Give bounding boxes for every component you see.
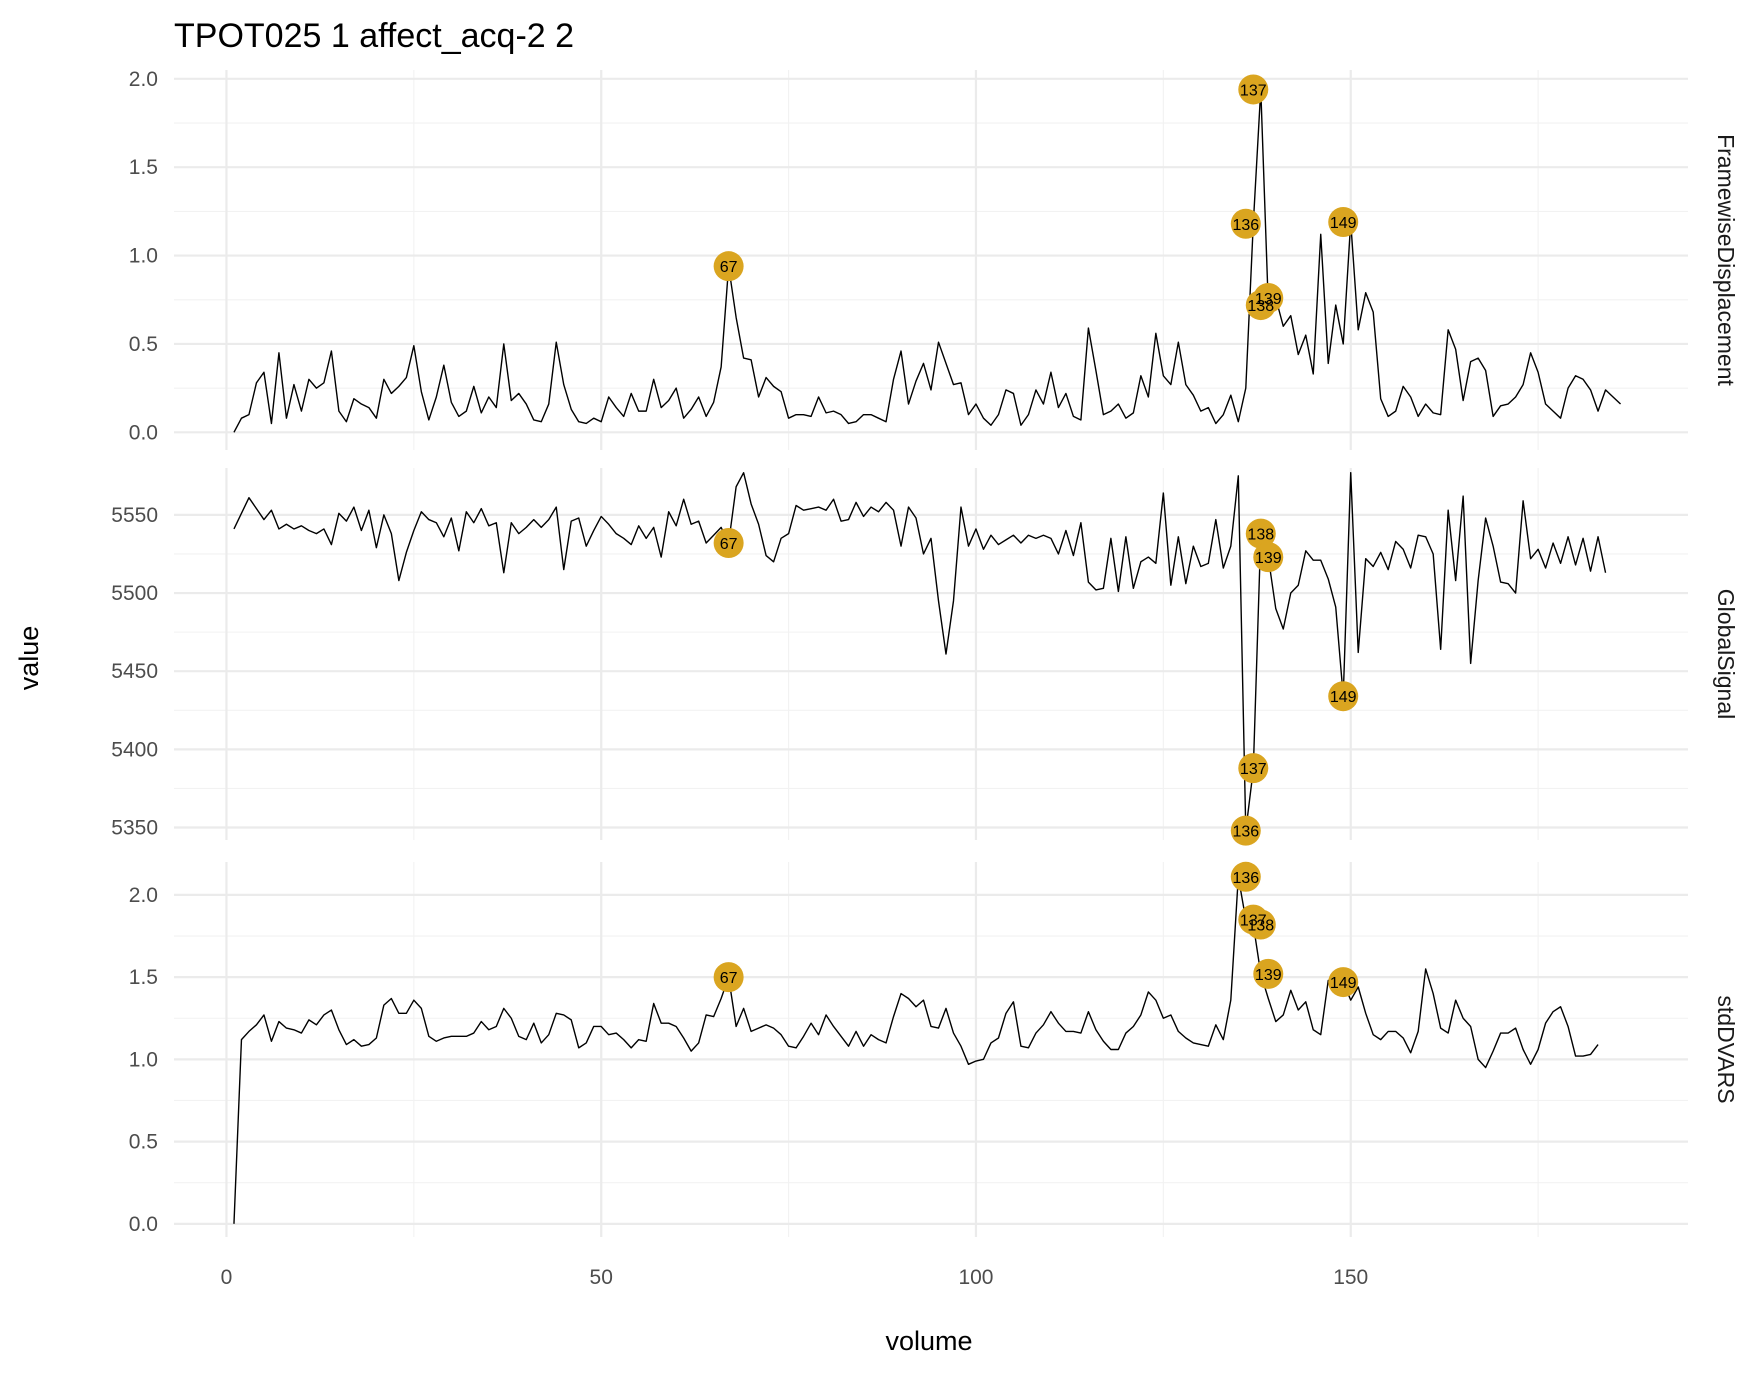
y-tick-label: 2.0 xyxy=(129,884,158,907)
facet-panel-GlobalSignal: 5350 5400 5450 5500 5550 67 136 137 138 139 149 Glo… xyxy=(111,468,1739,846)
x-tick-label: 0 xyxy=(221,1266,233,1289)
highlight-marker xyxy=(1230,815,1261,846)
highlight-marker xyxy=(1328,681,1359,712)
highlight-marker xyxy=(1230,208,1261,239)
y-tick-label: 5350 xyxy=(111,816,158,839)
y-tick-label: 0.5 xyxy=(129,333,158,356)
highlight-label: 149 xyxy=(1330,975,1357,992)
facet-strip-label: stdDVARS xyxy=(1713,995,1739,1103)
highlight-marker xyxy=(1245,518,1276,549)
y-tick-label: 1.5 xyxy=(129,156,158,179)
highlight-marker xyxy=(1238,753,1269,784)
y-tick-label: 5450 xyxy=(111,660,158,683)
highlight-label: 137 xyxy=(1240,82,1267,99)
highlight-label: 149 xyxy=(1330,689,1357,706)
highlight-marker xyxy=(713,251,744,282)
highlight-label: 136 xyxy=(1232,217,1259,234)
y-axis-title: value xyxy=(14,626,44,691)
highlight-label: 138 xyxy=(1247,918,1274,935)
x-tick-label: 150 xyxy=(1333,1266,1368,1289)
highlight-label: 67 xyxy=(720,536,738,553)
series-line-stdDVARS xyxy=(233,876,1599,1224)
highlight-marker xyxy=(1253,283,1284,313)
y-tick-label: 5550 xyxy=(111,504,158,527)
series-line-FramewiseDisplacement xyxy=(233,88,1622,433)
chart-title: TPOT025 1 affect_acq-2 2 xyxy=(174,17,574,55)
highlight-label: 138 xyxy=(1247,527,1274,544)
highlight-marker xyxy=(713,962,744,993)
y-tick-label: 0.5 xyxy=(129,1131,158,1154)
highlight-label: 137 xyxy=(1240,761,1267,778)
highlight-label: 139 xyxy=(1255,291,1282,308)
highlight-label: 138 xyxy=(1247,298,1274,315)
highlight-label: 67 xyxy=(720,970,738,987)
highlight-marker xyxy=(1238,74,1269,105)
y-tick-label: 0.0 xyxy=(129,1213,158,1236)
y-tick-label: 0.0 xyxy=(129,421,158,444)
y-tick-label: 5400 xyxy=(111,738,158,761)
highlight-label: 139 xyxy=(1255,967,1282,984)
x-axis-title: volume xyxy=(885,1326,972,1356)
highlight-marker xyxy=(1328,967,1359,998)
highlight-label: 136 xyxy=(1232,824,1259,841)
highlight-marker xyxy=(713,528,744,559)
highlight-label: 149 xyxy=(1330,215,1357,232)
y-tick-label: 1.0 xyxy=(129,1048,158,1071)
highlight-label: 67 xyxy=(720,259,738,276)
series-line-GlobalSignal xyxy=(233,471,1607,832)
highlight-marker xyxy=(1253,958,1284,989)
x-tick-label: 100 xyxy=(958,1266,993,1289)
highlight-label: 136 xyxy=(1232,870,1259,887)
y-tick-label: 2.0 xyxy=(129,68,158,91)
highlight-label: 137 xyxy=(1240,913,1267,930)
y-tick-label: 5500 xyxy=(111,582,158,605)
facet-strip-label: GlobalSignal xyxy=(1713,589,1739,719)
highlight-marker xyxy=(1328,207,1359,237)
facet-strip-label: FramewiseDisplacement xyxy=(1713,134,1739,386)
highlight-marker xyxy=(1253,542,1284,573)
highlight-label: 139 xyxy=(1255,550,1282,567)
highlight-marker xyxy=(1245,909,1276,940)
y-tick-label: 1.5 xyxy=(129,966,158,989)
x-axis: 0 50 100 150 xyxy=(221,1266,1369,1289)
highlight-marker xyxy=(1230,861,1261,892)
y-tick-label: 1.0 xyxy=(129,245,158,268)
x-tick-label: 50 xyxy=(590,1266,613,1289)
